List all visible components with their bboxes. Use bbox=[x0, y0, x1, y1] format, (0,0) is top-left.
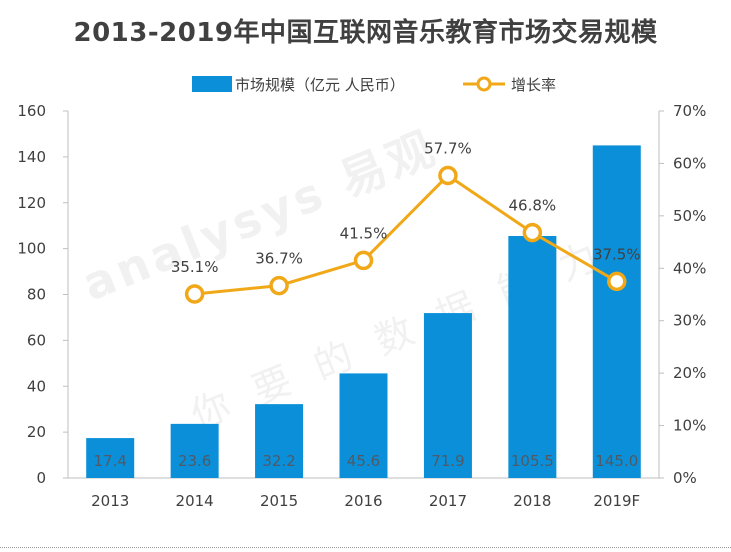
x-tick-label: 2019F bbox=[593, 492, 640, 510]
line-value-label: 41.5% bbox=[340, 224, 388, 242]
y-tick-label: 60 bbox=[27, 331, 46, 349]
bar-value-label: 32.2 bbox=[262, 452, 295, 470]
x-tick-label: 2018 bbox=[513, 492, 551, 510]
legend-label-line: 增长率 bbox=[511, 76, 556, 94]
bar-value-label: 145.0 bbox=[595, 452, 638, 470]
bar-value-label: 45.6 bbox=[347, 452, 380, 470]
legend: 市场规模（亿元 人民币） 增长率 bbox=[192, 76, 556, 94]
bar bbox=[423, 313, 472, 478]
bar bbox=[508, 236, 557, 478]
x-tick-label: 2014 bbox=[176, 492, 214, 510]
y2-tick-label: 60% bbox=[673, 154, 706, 172]
chart-title: 2013-2019年中国互联网音乐教育市场交易规模 bbox=[73, 18, 658, 48]
x-axis: 2013 2014 2015 2016 2017 2018 2019F bbox=[68, 477, 659, 510]
bar-value-label: 23.6 bbox=[178, 452, 211, 470]
y2-tick-label: 50% bbox=[673, 207, 706, 225]
bar bbox=[339, 373, 388, 478]
legend-label-bar: 市场规模（亿元 人民币） bbox=[235, 76, 405, 94]
growth-rate-line bbox=[194, 173, 618, 296]
footer-divider bbox=[0, 547, 731, 548]
x-tick-label: 2013 bbox=[91, 492, 129, 510]
y-tick-label: 0 bbox=[36, 469, 46, 487]
x-tick-label: 2015 bbox=[260, 492, 298, 510]
line-point bbox=[184, 284, 205, 304]
bar-value-label: 71.9 bbox=[431, 452, 464, 470]
line-series: 35.1% 36.7% 41.5% 57.7% 46.8% 37.5% bbox=[171, 139, 641, 304]
y-axis-left: 0 20 40 60 80 100 120 140 160 bbox=[17, 102, 69, 487]
line-value-label: 57.7% bbox=[424, 139, 472, 157]
y-tick-label: 80 bbox=[27, 286, 46, 304]
bar bbox=[170, 423, 219, 478]
y2-tick-label: 10% bbox=[673, 417, 706, 435]
line-point bbox=[607, 271, 627, 292]
x-tick-label: 2016 bbox=[344, 492, 382, 510]
y-tick-label: 40 bbox=[27, 377, 46, 395]
bar-value-label: 17.4 bbox=[94, 452, 127, 470]
line-point bbox=[438, 165, 458, 186]
legend-swatch-marker bbox=[476, 76, 492, 92]
y2-tick-label: 30% bbox=[673, 312, 706, 330]
y2-tick-label: 40% bbox=[673, 259, 706, 277]
line-point bbox=[269, 275, 289, 296]
line-value-label: 46.8% bbox=[509, 197, 557, 215]
line-value-label: 36.7% bbox=[255, 250, 303, 268]
y-tick-label: 120 bbox=[17, 194, 46, 212]
y-tick-label: 160 bbox=[17, 102, 46, 120]
y2-tick-label: 20% bbox=[673, 364, 706, 382]
legend-swatch-bar bbox=[192, 76, 232, 92]
y-axis-right: 0% 10% 20% 30% 40% 50% 60% 70% bbox=[658, 102, 706, 487]
x-tick-label: 2017 bbox=[429, 492, 467, 510]
line-point bbox=[522, 222, 543, 243]
line-point bbox=[353, 250, 374, 271]
y-tick-label: 20 bbox=[27, 423, 46, 441]
y2-tick-label: 70% bbox=[673, 102, 706, 120]
bar-value-label: 105.5 bbox=[511, 452, 554, 470]
bar bbox=[86, 438, 135, 478]
bar bbox=[255, 404, 304, 478]
y-tick-label: 100 bbox=[17, 240, 46, 258]
y2-tick-label: 0% bbox=[673, 469, 697, 487]
bar bbox=[592, 145, 641, 478]
line-value-label: 37.5% bbox=[593, 245, 641, 263]
y-tick-label: 140 bbox=[17, 148, 46, 166]
line-value-label: 35.1% bbox=[171, 258, 219, 276]
bar-series: 17.4 23.6 32.2 45.6 71.9 105.5 145.0 bbox=[86, 145, 641, 478]
